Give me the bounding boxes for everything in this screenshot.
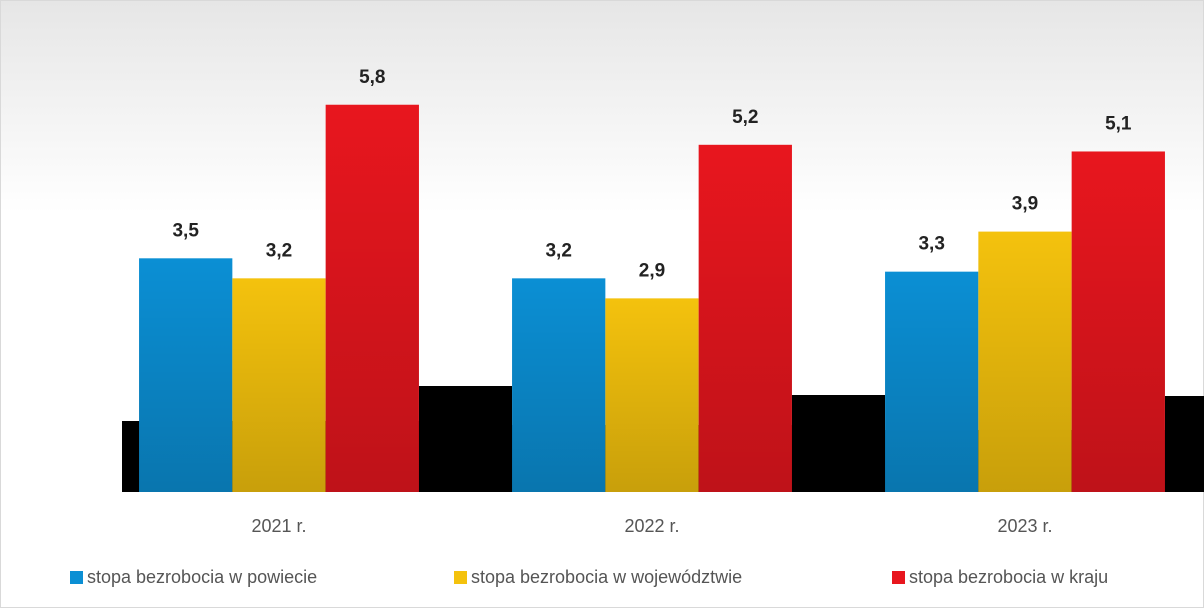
x-tick-label: 2021 r. <box>251 516 306 536</box>
bar-shade <box>232 278 326 492</box>
bar-shade <box>512 278 606 492</box>
bar-shade <box>1071 151 1165 492</box>
data-label: 3,9 <box>1012 194 1038 215</box>
legend-label: stopa bezrobocia w kraju <box>909 567 1108 587</box>
bar-shade <box>698 144 792 493</box>
legend-swatch <box>70 571 83 584</box>
legend-swatch <box>454 571 467 584</box>
bar-shade <box>605 298 699 492</box>
bar-shade <box>978 231 1072 492</box>
data-label: 5,8 <box>359 67 385 88</box>
data-label: 3,2 <box>545 240 571 261</box>
bar-shade <box>325 104 419 492</box>
data-label: 3,5 <box>172 220 199 241</box>
legend-swatch <box>892 571 905 584</box>
bar-shade <box>885 271 979 492</box>
legend-label: stopa bezrobocia w województwie <box>471 567 742 587</box>
data-label: 3,2 <box>266 240 292 261</box>
x-tick-label: 2023 r. <box>997 516 1052 536</box>
legend-label: stopa bezrobocia w powiecie <box>87 567 317 587</box>
data-label: 5,2 <box>732 107 758 128</box>
data-label: 3,3 <box>918 234 944 255</box>
data-label: 2,9 <box>639 260 665 281</box>
data-label: 5,1 <box>1105 113 1132 134</box>
x-tick-label: 2022 r. <box>624 516 679 536</box>
bar-shade <box>139 258 233 492</box>
